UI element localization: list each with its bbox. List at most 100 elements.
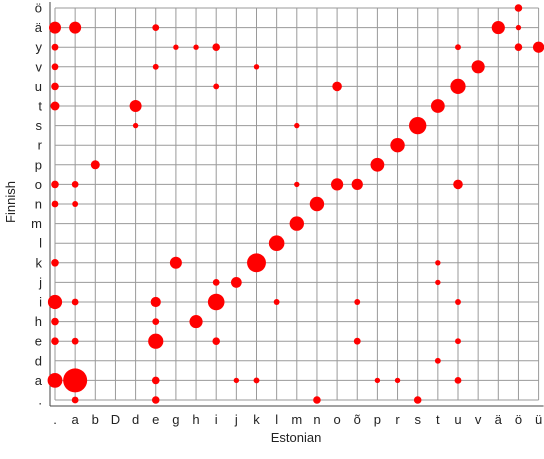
x-tick-label: o: [333, 412, 340, 427]
x-tick-label: ä: [495, 412, 503, 427]
data-point: [193, 44, 199, 50]
x-tick-label: j: [234, 412, 238, 427]
data-point: [455, 44, 461, 51]
data-point: [212, 279, 220, 286]
data-point: [189, 315, 203, 329]
y-tick-label: h: [35, 314, 42, 329]
data-point: [455, 299, 461, 305]
data-point: [51, 63, 59, 71]
x-tick-label: n: [313, 412, 320, 427]
x-tick-label: u: [454, 412, 461, 427]
data-point: [471, 60, 485, 74]
y-tick-label: r: [38, 138, 43, 153]
x-tick-label: m: [291, 412, 302, 427]
data-point: [514, 43, 523, 51]
data-point: [233, 377, 240, 384]
data-point: [253, 64, 260, 70]
data-point: [294, 181, 300, 188]
y-tick-label: u: [35, 79, 42, 94]
data-point: [434, 357, 441, 364]
y-tick-label: i: [39, 295, 42, 310]
grid: [54, 7, 540, 401]
x-tick-label: .: [53, 412, 57, 427]
data-point: [129, 100, 142, 112]
data-point: [313, 396, 321, 404]
data-point: [151, 396, 160, 404]
data-point: [49, 21, 61, 34]
y-tick-label: p: [35, 157, 42, 172]
data-point: [151, 376, 160, 385]
data-point: [332, 81, 342, 92]
y-tick-label: ö: [35, 1, 42, 16]
data-point: [455, 338, 461, 345]
data-points: [47, 4, 544, 404]
data-point: [51, 337, 59, 345]
x-tick-label: h: [192, 412, 199, 427]
y-tick-label: j: [38, 275, 42, 290]
data-point: [63, 368, 88, 393]
y-tick-label: t: [38, 99, 42, 114]
data-point: [71, 298, 79, 306]
data-point: [150, 296, 161, 308]
y-tick-label: d: [35, 353, 42, 368]
data-point: [354, 299, 361, 305]
data-point: [409, 116, 427, 135]
x-tick-label: s: [414, 412, 421, 427]
x-tick-label: t: [436, 412, 440, 427]
y-tick-label: e: [35, 334, 42, 349]
data-point: [132, 122, 139, 129]
data-point: [71, 396, 79, 404]
x-tick-label: k: [253, 412, 260, 427]
x-tick-label: d: [132, 412, 139, 427]
data-point: [435, 279, 441, 286]
data-point: [148, 333, 164, 349]
data-point: [50, 101, 60, 111]
data-point: [294, 122, 300, 129]
y-tick-label: k: [36, 255, 43, 270]
data-point: [532, 41, 544, 53]
data-point: [212, 43, 220, 51]
data-point: [51, 259, 59, 267]
data-point: [152, 318, 160, 325]
data-point: [515, 24, 522, 31]
data-point: [152, 24, 160, 31]
x-tick-label: r: [395, 412, 400, 427]
data-point: [247, 253, 266, 273]
x-tick-label: g: [172, 412, 179, 427]
data-point: [47, 294, 63, 310]
data-point: [430, 99, 445, 113]
data-point: [173, 44, 179, 50]
x-tick-label: v: [475, 412, 482, 427]
data-point: [435, 260, 441, 266]
y-tick-label: a: [35, 373, 43, 388]
y-tick-label: l: [39, 236, 42, 251]
data-point: [152, 63, 159, 70]
data-point: [390, 138, 405, 153]
data-point: [253, 377, 260, 384]
data-point: [51, 180, 59, 189]
x-axis-title: Estonian: [271, 430, 322, 445]
x-tick-label: õ: [354, 412, 361, 427]
data-point: [47, 373, 63, 388]
data-point: [72, 201, 79, 207]
data-point: [370, 157, 385, 172]
y-tick-label: s: [36, 118, 43, 133]
x-tick-label: i: [215, 412, 218, 427]
x-tick-label: a: [72, 412, 80, 427]
data-point: [169, 256, 182, 269]
data-point: [413, 396, 422, 404]
x-tick-label: p: [374, 412, 381, 427]
data-point: [374, 377, 381, 384]
data-point: [394, 377, 401, 384]
data-point: [450, 78, 466, 94]
y-axis-title: Finnish: [3, 181, 18, 223]
data-point: [351, 178, 363, 191]
data-point: [69, 21, 82, 34]
data-point: [51, 200, 59, 208]
y-tick-label: o: [35, 177, 42, 192]
data-point: [90, 160, 100, 170]
x-tick-label: D: [111, 412, 120, 427]
data-point: [212, 337, 220, 345]
